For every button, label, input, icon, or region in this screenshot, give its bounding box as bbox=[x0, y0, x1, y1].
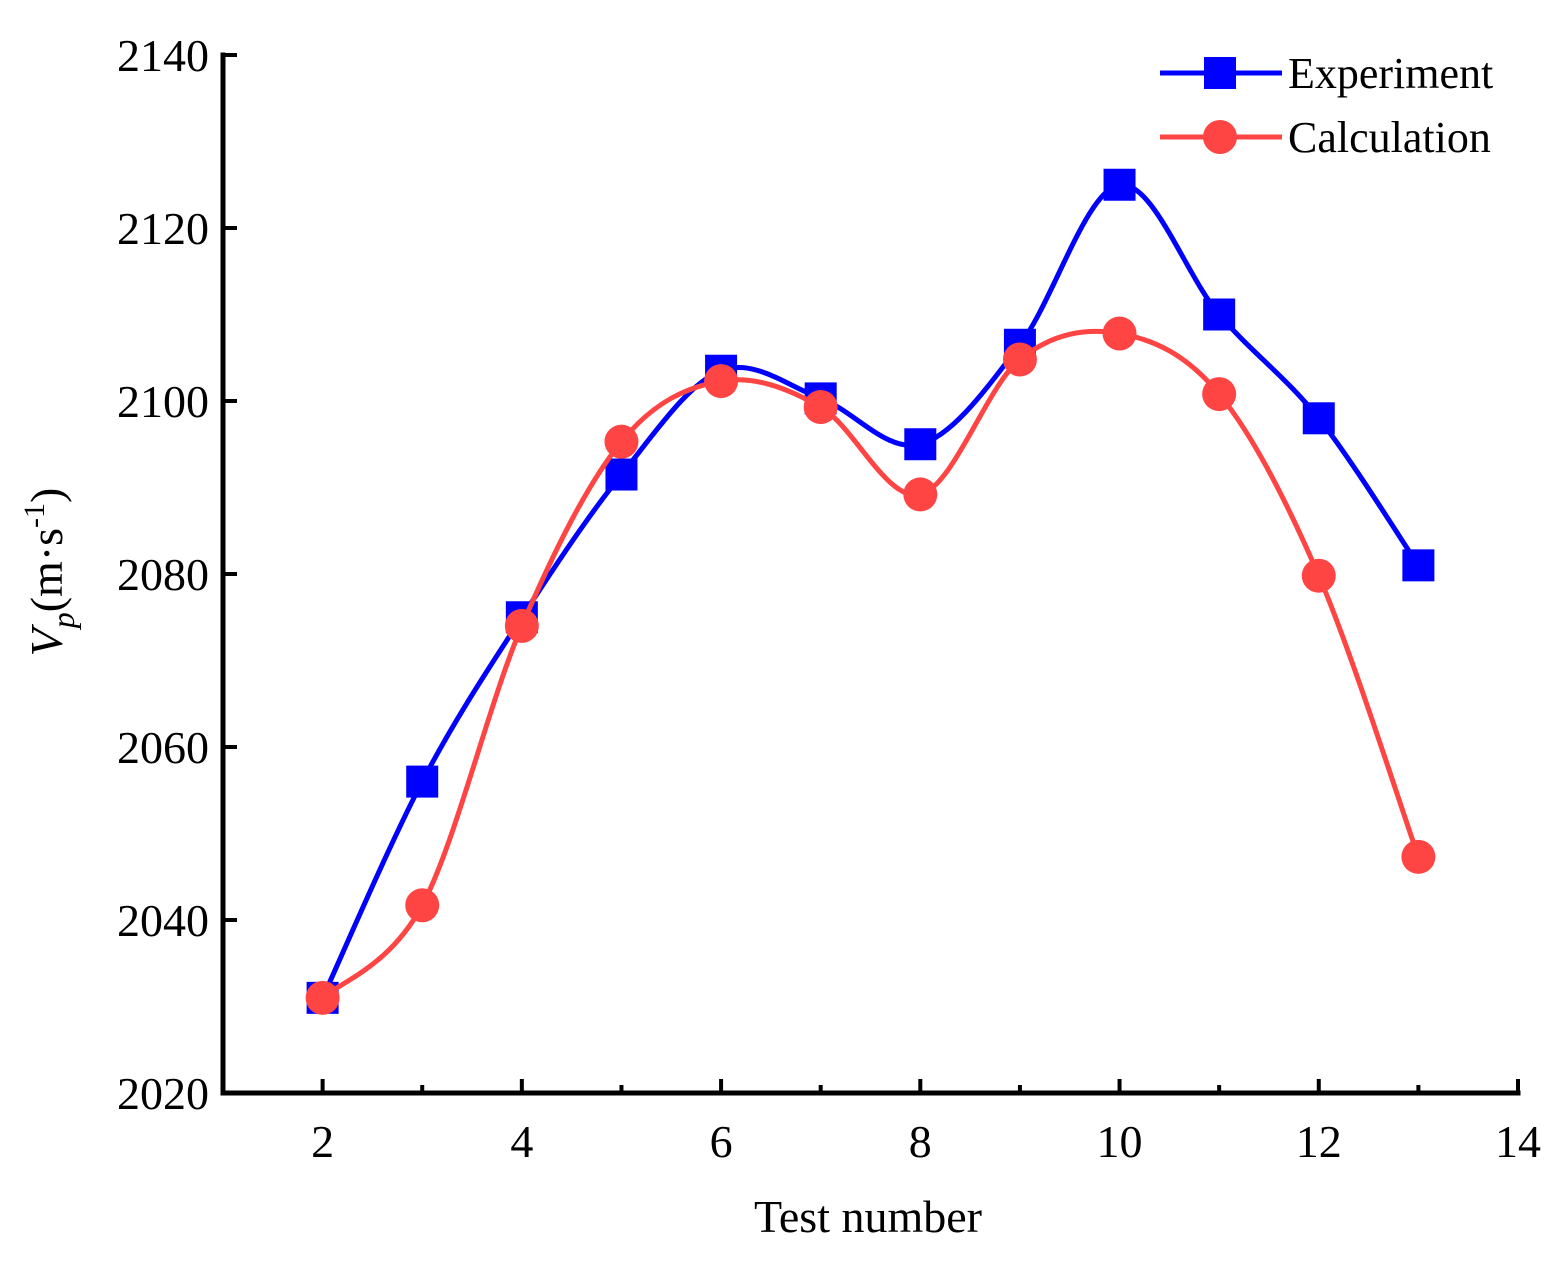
data-point-calculation bbox=[504, 608, 539, 643]
x-axis-title: Test number bbox=[754, 1191, 982, 1242]
legend-marker-experiment bbox=[1204, 57, 1236, 89]
y-axis-title-unit-close: ) bbox=[21, 488, 72, 503]
y-tick-label: 2120 bbox=[117, 203, 209, 254]
x-tick-label: 14 bbox=[1495, 1116, 1541, 1167]
y-axis-ticks: 2020 2040 2060 2080 2100 2120 2140 bbox=[117, 30, 237, 1119]
y-axis-title-main: V bbox=[21, 623, 72, 656]
x-tick-label: 10 bbox=[1097, 1116, 1143, 1167]
series-calculation bbox=[305, 316, 1436, 1015]
y-tick-label: 2080 bbox=[117, 549, 209, 600]
data-point-experiment bbox=[605, 458, 638, 491]
y-axis-title-sub: p bbox=[45, 612, 81, 630]
data-point-calculation bbox=[405, 888, 440, 923]
y-axis-title: Vp(m·s-1) bbox=[18, 488, 81, 657]
y-axis-title-unit: (m·s bbox=[21, 528, 72, 612]
x-tick-label: 8 bbox=[909, 1116, 932, 1167]
data-point-calculation bbox=[704, 364, 739, 399]
legend-label-experiment: Experiment bbox=[1288, 49, 1493, 98]
series-line-calculation bbox=[320, 328, 1421, 1000]
series-experiment bbox=[306, 168, 1435, 1014]
legend: Experiment Calculation bbox=[1160, 49, 1493, 162]
y-tick-label: 2060 bbox=[117, 722, 209, 773]
data-point-experiment bbox=[1103, 168, 1136, 201]
x-axis-ticks: 2 4 6 8 10 12 14 bbox=[311, 1079, 1541, 1167]
x-tick-label: 12 bbox=[1296, 1116, 1342, 1167]
y-axis-title-unit-sup: -1 bbox=[18, 503, 51, 528]
x-tick-label: 4 bbox=[510, 1116, 533, 1167]
data-point-experiment bbox=[406, 765, 439, 798]
data-point-experiment bbox=[1402, 549, 1435, 582]
legend-label-calculation: Calculation bbox=[1288, 113, 1491, 162]
y-tick-label: 2020 bbox=[117, 1068, 209, 1119]
data-point-calculation bbox=[903, 477, 938, 512]
legend-marker-calculation bbox=[1203, 120, 1237, 154]
x-tick-label: 2 bbox=[311, 1116, 334, 1167]
data-point-calculation bbox=[1002, 342, 1037, 377]
series-layer bbox=[305, 168, 1436, 1015]
y-tick-label: 2100 bbox=[117, 376, 209, 427]
y-tick-label: 2040 bbox=[117, 895, 209, 946]
data-point-experiment bbox=[904, 428, 937, 461]
data-point-experiment bbox=[1302, 402, 1335, 435]
data-point-calculation bbox=[1301, 558, 1336, 593]
data-point-calculation bbox=[305, 980, 340, 1015]
data-point-experiment bbox=[1203, 298, 1236, 331]
data-point-calculation bbox=[1202, 377, 1237, 412]
data-point-calculation bbox=[1401, 839, 1436, 874]
x-tick-label: 6 bbox=[710, 1116, 733, 1167]
data-point-calculation bbox=[803, 390, 838, 425]
data-point-calculation bbox=[604, 424, 639, 459]
y-tick-label: 2140 bbox=[117, 30, 209, 81]
series-line-experiment bbox=[320, 182, 1421, 999]
data-point-calculation bbox=[1102, 316, 1137, 351]
